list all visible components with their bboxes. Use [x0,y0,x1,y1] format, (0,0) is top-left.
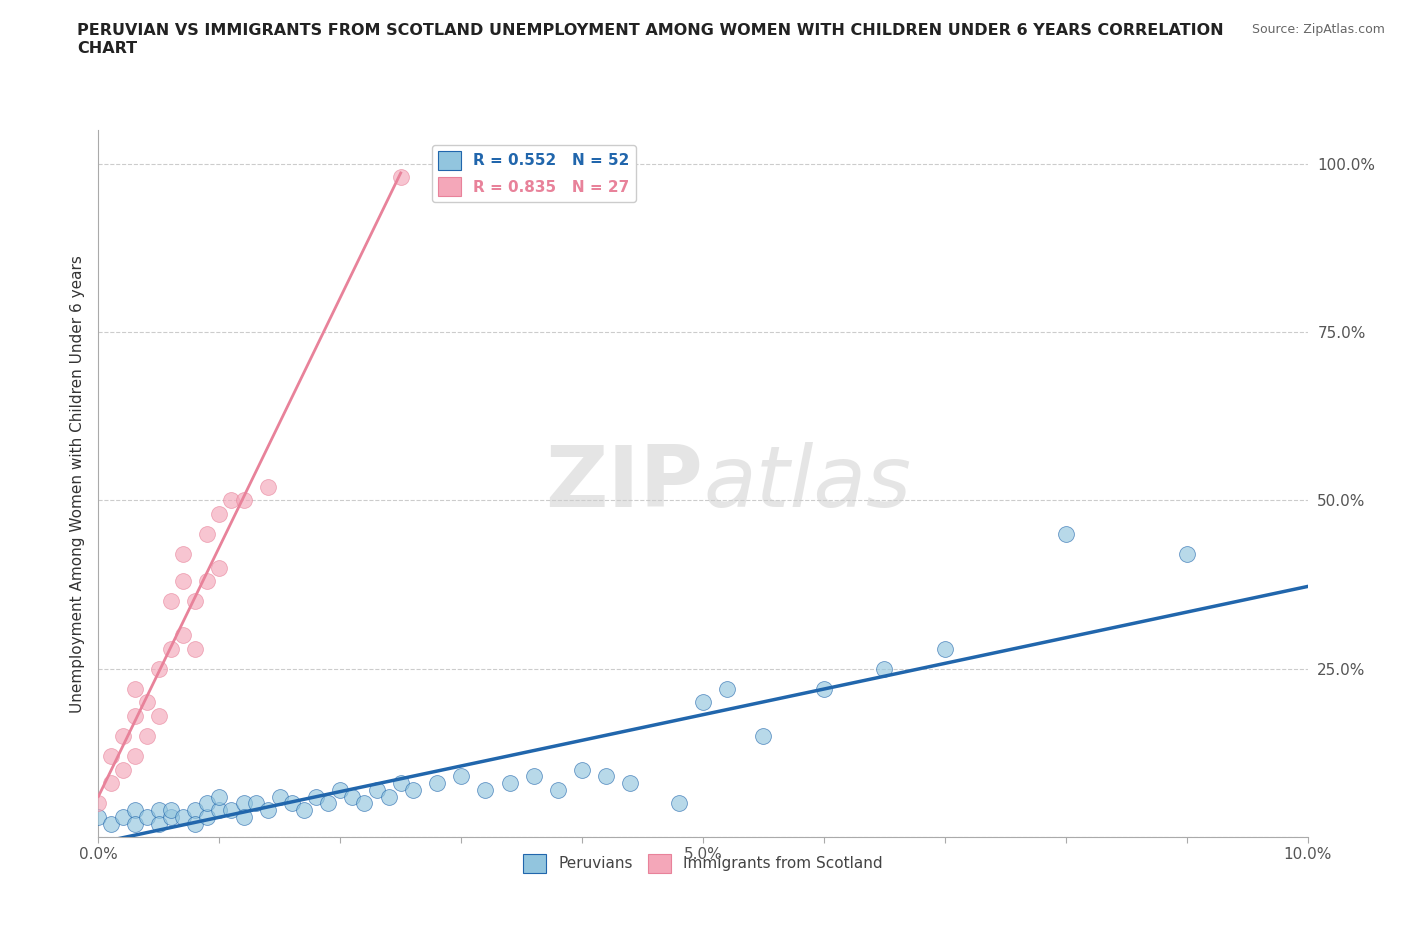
Text: PERUVIAN VS IMMIGRANTS FROM SCOTLAND UNEMPLOYMENT AMONG WOMEN WITH CHILDREN UNDE: PERUVIAN VS IMMIGRANTS FROM SCOTLAND UNE… [77,23,1225,56]
Point [221,803,243,817]
Point [124,709,146,724]
Point [208,507,231,522]
Point [100,776,122,790]
Point [366,782,388,797]
Point [232,809,254,824]
Point [148,817,170,831]
Point [342,790,364,804]
Point [305,790,328,804]
Point [245,796,267,811]
Point [389,170,412,185]
Point [111,809,134,824]
Point [668,796,690,811]
Point [100,817,122,831]
Point [160,641,183,656]
Point [135,695,157,710]
Point [692,695,714,710]
Point [402,782,425,797]
Point [934,641,956,656]
Point [256,803,278,817]
Point [232,493,254,508]
Point [160,594,183,609]
Point [184,803,207,817]
Point [111,763,134,777]
Point [124,817,146,831]
Point [547,782,569,797]
Point [160,803,183,817]
Point [135,728,157,743]
Text: ZIP: ZIP [546,442,703,525]
Y-axis label: Unemployment Among Women with Children Under 6 years: Unemployment Among Women with Children U… [69,255,84,712]
Point [595,769,617,784]
Point [426,776,449,790]
Point [329,782,352,797]
Point [172,809,194,824]
Point [221,493,243,508]
Point [389,776,412,790]
Point [450,769,472,784]
Point [377,790,399,804]
Point [172,574,194,589]
Point [523,769,546,784]
Point [124,682,146,697]
Point [353,796,375,811]
Point [752,728,775,743]
Point [619,776,641,790]
Point [124,803,146,817]
Point [232,796,254,811]
Point [172,628,194,643]
Point [316,796,339,811]
Point [1054,526,1077,541]
Point [184,594,207,609]
Point [184,641,207,656]
Point [195,526,218,541]
Point [87,796,110,811]
Point [716,682,738,697]
Point [184,817,207,831]
Point [172,547,194,562]
Point [281,796,304,811]
Point [571,763,593,777]
Point [813,682,835,697]
Point [269,790,291,804]
Point [100,749,122,764]
Point [135,809,157,824]
Point [148,803,170,817]
Point [1175,547,1198,562]
Point [498,776,520,790]
Point [111,728,134,743]
Point [873,661,896,676]
Point [87,809,110,824]
Point [208,803,231,817]
Point [148,661,170,676]
Text: atlas: atlas [703,442,911,525]
Point [124,749,146,764]
Point [195,574,218,589]
Point [256,480,278,495]
Point [208,560,231,575]
Point [195,796,218,811]
Point [160,809,183,824]
Point [148,709,170,724]
Legend: Peruvians, Immigrants from Scotland: Peruvians, Immigrants from Scotland [517,848,889,879]
Point [474,782,496,797]
Point [292,803,315,817]
Point [208,790,231,804]
Point [195,809,218,824]
Text: Source: ZipAtlas.com: Source: ZipAtlas.com [1251,23,1385,36]
